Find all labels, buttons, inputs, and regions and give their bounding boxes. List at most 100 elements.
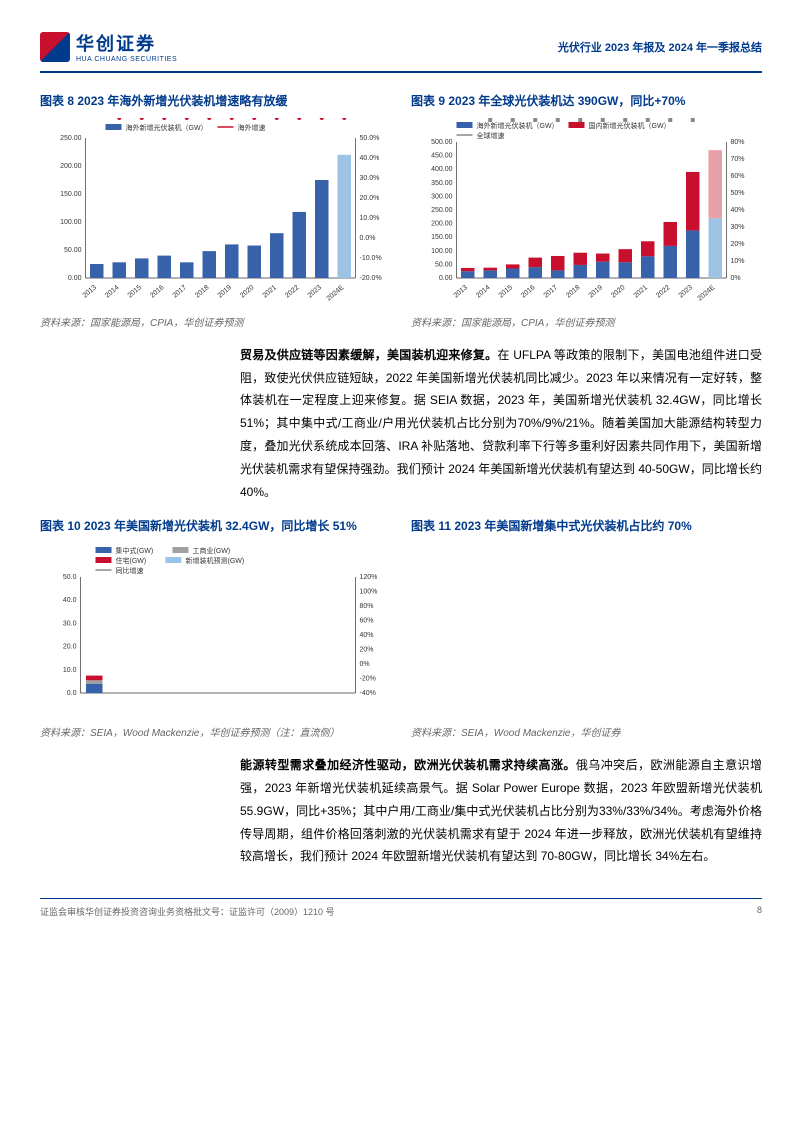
p2-lead: 能源转型需求叠加经济性驱动，欧洲光伏装机需求持续高涨。 [240, 758, 576, 772]
svg-text:80%: 80% [360, 603, 374, 610]
svg-text:2024E: 2024E [326, 284, 346, 303]
svg-text:0%: 0% [360, 661, 370, 668]
svg-text:50%: 50% [731, 190, 745, 197]
chart-10-title: 图表 10 2023 年美国新增光伏装机 32.4GW，同比增长 51% [40, 518, 391, 535]
svg-text:2024E: 2024E [697, 284, 717, 303]
svg-text:40%: 40% [731, 207, 745, 214]
svg-text:60%: 60% [360, 618, 374, 625]
p1-body: 在 UFLPA 等政策的限制下，美国电池组件进口受阻，致使光伏供应链短缺，202… [240, 348, 762, 499]
svg-text:0.0%: 0.0% [360, 235, 376, 242]
svg-text:50.00: 50.00 [64, 247, 82, 254]
svg-text:-10.0%: -10.0% [360, 255, 382, 262]
svg-text:100.00: 100.00 [431, 248, 453, 255]
svg-text:250.00: 250.00 [60, 135, 82, 142]
svg-text:150.00: 150.00 [60, 191, 82, 198]
svg-text:500.00: 500.00 [431, 139, 453, 146]
svg-text:60%: 60% [731, 173, 745, 180]
svg-text:0.00: 0.00 [68, 275, 82, 282]
chart-11: 图表 11 2023 年美国新增集中式光伏装机占比约 70% 资料来源：SEIA… [411, 518, 762, 739]
svg-text:40.0: 40.0 [63, 597, 77, 604]
svg-text:-20%: -20% [360, 676, 376, 683]
chart-11-source: 资料来源：SEIA，Wood Mackenzie，华创证券 [411, 724, 762, 739]
svg-text:新增装机预测(GW): 新增装机预测(GW) [186, 556, 245, 565]
chart-8-svg: 海外新增光伏装机（GW）海外增速0.0050.00100.00150.00200… [40, 118, 391, 308]
svg-text:0%: 0% [731, 275, 741, 282]
svg-text:海外新增光伏装机（GW）: 海外新增光伏装机（GW） [126, 123, 208, 132]
svg-text:2017: 2017 [543, 284, 560, 299]
svg-text:2020: 2020 [239, 284, 256, 299]
svg-text:250.00: 250.00 [431, 207, 453, 214]
chart-8: 图表 8 2023 年海外新增光伏装机增速略有放缓 海外新增光伏装机（GW） 海外… [40, 93, 391, 329]
svg-text:集中式(GW): 集中式(GW) [116, 546, 154, 555]
svg-text:20.0%: 20.0% [360, 195, 380, 202]
svg-text:200.00: 200.00 [431, 220, 453, 227]
svg-text:150.00: 150.00 [431, 234, 453, 241]
svg-text:-40%: -40% [360, 690, 376, 697]
svg-text:2021: 2021 [262, 284, 279, 299]
svg-text:20%: 20% [360, 647, 374, 654]
svg-text:200.00: 200.00 [60, 163, 82, 170]
svg-text:住宅(GW): 住宅(GW) [116, 556, 147, 565]
svg-text:20.0: 20.0 [63, 644, 77, 651]
svg-text:50.0: 50.0 [63, 574, 77, 581]
svg-text:70%: 70% [731, 156, 745, 163]
svg-text:-20.0%: -20.0% [360, 275, 382, 282]
chart-11-svg [411, 543, 762, 718]
page-header: 华创证券 HUA CHUANG SECURITIES 光伏行业 2023 年报及… [40, 30, 762, 73]
p2-body: 俄乌冲突后，欧洲能源自主意识增强，2023 年新增光伏装机延续高景气。据 Sol… [240, 758, 762, 863]
svg-text:10%: 10% [731, 258, 745, 265]
chart-8-title: 图表 8 2023 年海外新增光伏装机增速略有放缓 [40, 93, 391, 110]
svg-text:全球增速: 全球增速 [477, 131, 505, 140]
chart-10: 图表 10 2023 年美国新增光伏装机 32.4GW，同比增长 51% 集中式… [40, 518, 391, 739]
svg-text:2014: 2014 [104, 284, 121, 299]
svg-text:国内新增光伏装机（GW）: 国内新增光伏装机（GW） [589, 121, 671, 130]
svg-text:350.00: 350.00 [431, 180, 453, 187]
svg-text:30.0%: 30.0% [360, 175, 380, 182]
svg-text:300.00: 300.00 [431, 193, 453, 200]
svg-text:海外新增光伏装机（GW）: 海外新增光伏装机（GW） [477, 121, 559, 130]
paragraph-2: 能源转型需求叠加经济性驱动，欧洲光伏装机需求持续高涨。俄乌冲突后，欧洲能源自主意… [240, 754, 762, 868]
svg-text:10.0: 10.0 [63, 667, 77, 674]
svg-text:2016: 2016 [520, 284, 537, 299]
svg-text:2019: 2019 [588, 284, 605, 299]
footer-page-number: 8 [757, 905, 762, 918]
chart-9-source: 资料来源：国家能源局，CPIA，华创证券预测 [411, 314, 762, 329]
svg-text:2015: 2015 [127, 284, 144, 299]
svg-text:2021: 2021 [633, 284, 650, 299]
svg-text:50.0%: 50.0% [360, 135, 380, 142]
footer-left: 证监会审核华创证券投资咨询业务资格批文号：证监许可（2009）1210 号 [40, 905, 335, 918]
logo: 华创证券 HUA CHUANG SECURITIES [40, 30, 177, 63]
svg-text:30%: 30% [731, 224, 745, 231]
svg-text:0.00: 0.00 [439, 275, 453, 282]
svg-text:2018: 2018 [194, 284, 211, 299]
logo-mark [40, 32, 70, 62]
svg-text:40.0%: 40.0% [360, 155, 380, 162]
svg-text:2020: 2020 [610, 284, 627, 299]
logo-en: HUA CHUANG SECURITIES [76, 56, 177, 63]
svg-text:同比增速: 同比增速 [116, 566, 144, 575]
svg-text:2013: 2013 [453, 284, 470, 299]
svg-text:400.00: 400.00 [431, 166, 453, 173]
chart-9-title: 图表 9 2023 年全球光伏装机达 390GW，同比+70% [411, 93, 762, 110]
svg-text:100%: 100% [360, 589, 378, 596]
svg-text:2015: 2015 [498, 284, 515, 299]
chart-9-svg: 海外新增光伏装机（GW） 国内新增光伏装机（GW） 全球增速 0.00 50.00 100… [411, 118, 762, 308]
svg-text:2022: 2022 [284, 284, 301, 299]
svg-text:2019: 2019 [217, 284, 234, 299]
svg-text:0.0: 0.0 [67, 690, 77, 697]
chart-11-title: 图表 11 2023 年美国新增集中式光伏装机占比约 70% [411, 518, 762, 535]
page-footer: 证监会审核华创证券投资咨询业务资格批文号：证监许可（2009）1210 号 8 [40, 898, 762, 918]
header-subtitle: 光伏行业 2023 年报及 2024 年一季报总结 [558, 39, 762, 55]
svg-text:2023: 2023 [678, 284, 695, 299]
paragraph-1: 贸易及供应链等因素缓解，美国装机迎来修复。在 UFLPA 等政策的限制下，美国电… [240, 344, 762, 504]
svg-text:450.00: 450.00 [431, 152, 453, 159]
svg-text:2018: 2018 [565, 284, 582, 299]
svg-text:50.00: 50.00 [435, 261, 453, 268]
chart-9: 图表 9 2023 年全球光伏装机达 390GW，同比+70% 海外新增光伏装机… [411, 93, 762, 329]
p1-lead: 贸易及供应链等因素缓解，美国装机迎来修复。 [240, 348, 497, 362]
svg-text:2016: 2016 [149, 284, 166, 299]
chart-10-svg: 集中式(GW)工商业(GW)住宅(GW)新增装机预测(GW)同比增速0.010.… [40, 543, 391, 718]
svg-text:海外增速: 海外增速 [238, 123, 266, 132]
svg-text:10.0%: 10.0% [360, 215, 380, 222]
svg-text:2023: 2023 [307, 284, 324, 299]
